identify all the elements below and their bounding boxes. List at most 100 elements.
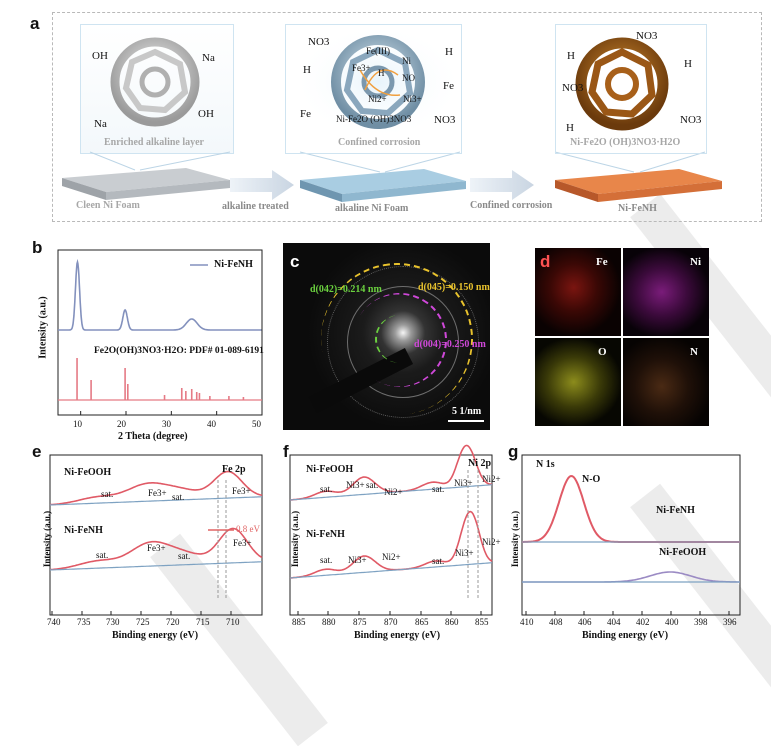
peak-label: Ni3+ <box>346 480 365 490</box>
peak-label: Fe3+ <box>147 543 166 553</box>
inner-label: Fe(III) <box>366 46 390 56</box>
scale-bar-label: 5 1/nm <box>452 406 482 417</box>
xps-ylabel: Intensity (a.u.) <box>290 510 300 568</box>
xps-tick: 400 <box>665 617 679 627</box>
panel-letter-b: b <box>32 238 43 257</box>
ion-label: NO3 <box>562 82 584 94</box>
peak-label: sat. <box>432 556 445 566</box>
peak-label: sat. <box>172 492 185 502</box>
peak-label: sat. <box>96 550 109 560</box>
map-label-o: O <box>598 346 607 358</box>
xrd-tick: 20 <box>117 419 126 429</box>
inner-label: Ni2+ <box>368 94 387 104</box>
map-label-ni: Ni <box>690 256 701 268</box>
xrd-tick: 40 <box>207 419 216 429</box>
peak-label: Ni3+ <box>454 478 473 488</box>
ion-label: Fe <box>300 108 311 120</box>
ion-label: H <box>445 46 453 58</box>
map-o <box>535 338 621 426</box>
peak-label: Ni3+ <box>455 548 474 558</box>
shift-label: 0.8 eV <box>236 524 260 534</box>
panel-letter-e: e <box>32 442 42 461</box>
peak-label: Ni2+ <box>382 552 401 562</box>
xrd-tick: 30 <box>162 419 171 429</box>
panel-a-frame <box>52 12 762 222</box>
inset-enriched-layer <box>80 24 234 154</box>
peak-label: sat. <box>320 555 333 565</box>
peak-label: Fe3+ <box>232 486 251 496</box>
panel-letter-g: g <box>508 442 519 461</box>
xps-tick: 870 <box>384 617 398 627</box>
ion-label: Na <box>202 52 215 64</box>
xps-sample-label: Ni-FeOOH <box>306 464 354 475</box>
xps-tick: 398 <box>694 617 708 627</box>
xps-tick: 396 <box>723 617 737 627</box>
xps-tick: 730 <box>106 617 120 627</box>
saed-image <box>283 243 490 430</box>
peak-label: sat. <box>178 551 191 561</box>
inner-label: Ni-Fe2O (OH)3NO3 <box>336 114 412 124</box>
xrd-legend: Ni-FeNH <box>214 259 253 270</box>
xps-tick: 735 <box>77 617 91 627</box>
inner-label: H <box>378 68 385 78</box>
xps-tick: 406 <box>578 617 592 627</box>
inner-label: Ni3+ <box>403 94 422 104</box>
ion-label: H <box>684 58 692 70</box>
peak-label: Ni2+ <box>482 537 501 547</box>
ion-label: OH <box>92 50 108 62</box>
map-label-n: N <box>690 346 698 358</box>
xps-tick: 402 <box>636 617 650 627</box>
ion-label: NO3 <box>308 36 330 48</box>
inner-label: Fe3+ <box>352 63 371 73</box>
map-fe <box>535 248 621 336</box>
xps-sample-label: Ni-FeNH <box>306 529 345 540</box>
xps-sample-label: Ni-FeOOH <box>64 467 112 478</box>
map-ni <box>623 248 709 336</box>
substrate-label: Ni-FeNH <box>618 203 657 214</box>
scale-bar <box>448 420 484 422</box>
inset-caption: Enriched alkaline layer <box>104 137 204 148</box>
ion-label: NO3 <box>636 30 658 42</box>
inner-label: NO <box>402 73 415 83</box>
d-spacing-045: d(045)=0.150 nm <box>418 282 490 293</box>
ion-label: H <box>567 50 575 62</box>
xps-sample-label: Ni-FeNH <box>64 525 103 536</box>
inner-label: Ni <box>402 56 411 66</box>
map-label-fe: Fe <box>596 256 608 268</box>
d-spacing-042: d(042)=0.214 nm <box>310 284 382 295</box>
substrate-label: Cleen Ni Foam <box>76 200 140 211</box>
xps-tick: 710 <box>226 617 240 627</box>
xrd-tick: 50 <box>252 419 261 429</box>
peak-label: sat. <box>101 489 114 499</box>
xps-tick: 880 <box>322 617 336 627</box>
ion-label: OH <box>198 108 214 120</box>
xps-tick: 885 <box>292 617 306 627</box>
ion-label: NO3 <box>680 114 702 126</box>
xps-tick: 855 <box>475 617 489 627</box>
ion-label: H <box>566 122 574 134</box>
xrd-xlabel: 2 Theta (degree) <box>118 431 188 442</box>
inset-confined-corrosion <box>285 24 462 154</box>
watermark-stripe <box>630 483 771 697</box>
arrow-label: Confined corrosion <box>470 200 553 211</box>
xps-tick: 720 <box>166 617 180 627</box>
xps-region-title: Ni 2p <box>468 458 492 469</box>
panel-letter-c: c <box>290 252 300 271</box>
xps-ylabel: Intensity (a.u.) <box>510 510 520 568</box>
xps-xlabel: Binding energy (eV) <box>112 630 199 641</box>
arrow-label: alkaline treated <box>222 201 289 212</box>
xrd-reference-label: Fe2O(OH)3NO3·H2O: PDF# 01-089-6191 <box>94 346 264 356</box>
xps-region-title: Fe 2p <box>222 464 246 475</box>
peak-label: Fe3+ <box>148 488 167 498</box>
ion-label: Fe <box>443 80 454 92</box>
panel-letter-f: f <box>283 442 289 461</box>
xrd-frame <box>57 249 263 416</box>
xps-tick: 865 <box>415 617 429 627</box>
peak-label: sat. <box>320 484 333 494</box>
peak-label: sat. <box>366 480 379 490</box>
peak-label: sat. <box>432 484 445 494</box>
ni2p-fit-ni-fenh <box>289 510 493 579</box>
panel-letter-a: a <box>30 14 40 33</box>
xps-tick: 408 <box>549 617 563 627</box>
ion-label: H <box>303 64 311 76</box>
